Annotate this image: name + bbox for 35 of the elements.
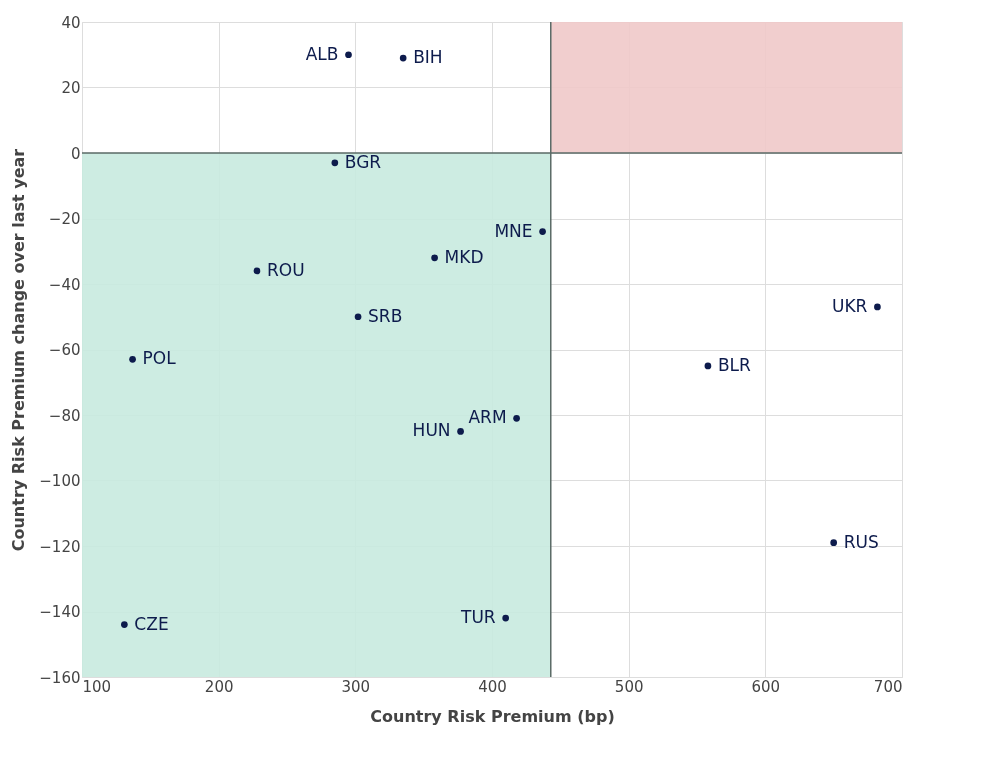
annotation: MKD: [444, 246, 484, 267]
y-tick-label: −140: [39, 603, 81, 621]
x-tick-label: 700: [873, 677, 903, 696]
annotation: BIH: [413, 47, 443, 68]
x-tick-label: 200: [204, 677, 234, 696]
y-tick-label: −20: [48, 210, 81, 228]
x-tick-label: 400: [478, 677, 507, 696]
annotation: POL: [142, 348, 177, 369]
annotation: ROU: [266, 259, 305, 280]
annotation: ALB: [305, 43, 339, 64]
annotation: CZE: [134, 613, 169, 634]
annotation: BGR: [344, 151, 382, 172]
y-tick-label: −80: [48, 406, 81, 425]
annotation: ARM: [468, 407, 507, 428]
x-tick-label: 500: [614, 677, 644, 696]
y-tick-label: 40: [61, 13, 81, 32]
x-tick-label: 300: [341, 677, 371, 696]
annotation: TUR: [460, 607, 496, 628]
x-axis-title: Country Risk Premium (bp): [370, 706, 615, 726]
y-axis-title: Country Risk Premium change over last year: [9, 148, 29, 552]
annotation: UKR: [831, 295, 868, 316]
annotation: RUS: [843, 531, 879, 552]
annotation: MNE: [494, 220, 533, 241]
annotation: SRB: [368, 305, 403, 326]
y-tick-label: −60: [48, 341, 81, 359]
x-tick-label: 100: [82, 677, 112, 696]
y-tick-label: 0: [70, 144, 81, 163]
y-tick-label: 20: [61, 79, 81, 97]
y-tick-label: −120: [39, 537, 81, 556]
y-tick-label: −40: [48, 275, 81, 294]
annotation: HUN: [412, 420, 451, 441]
annotation: BLR: [717, 354, 752, 375]
y-tick-label: −100: [39, 472, 81, 490]
y-tick-label: −160: [39, 668, 81, 687]
x-tick-label: 600: [751, 677, 781, 696]
